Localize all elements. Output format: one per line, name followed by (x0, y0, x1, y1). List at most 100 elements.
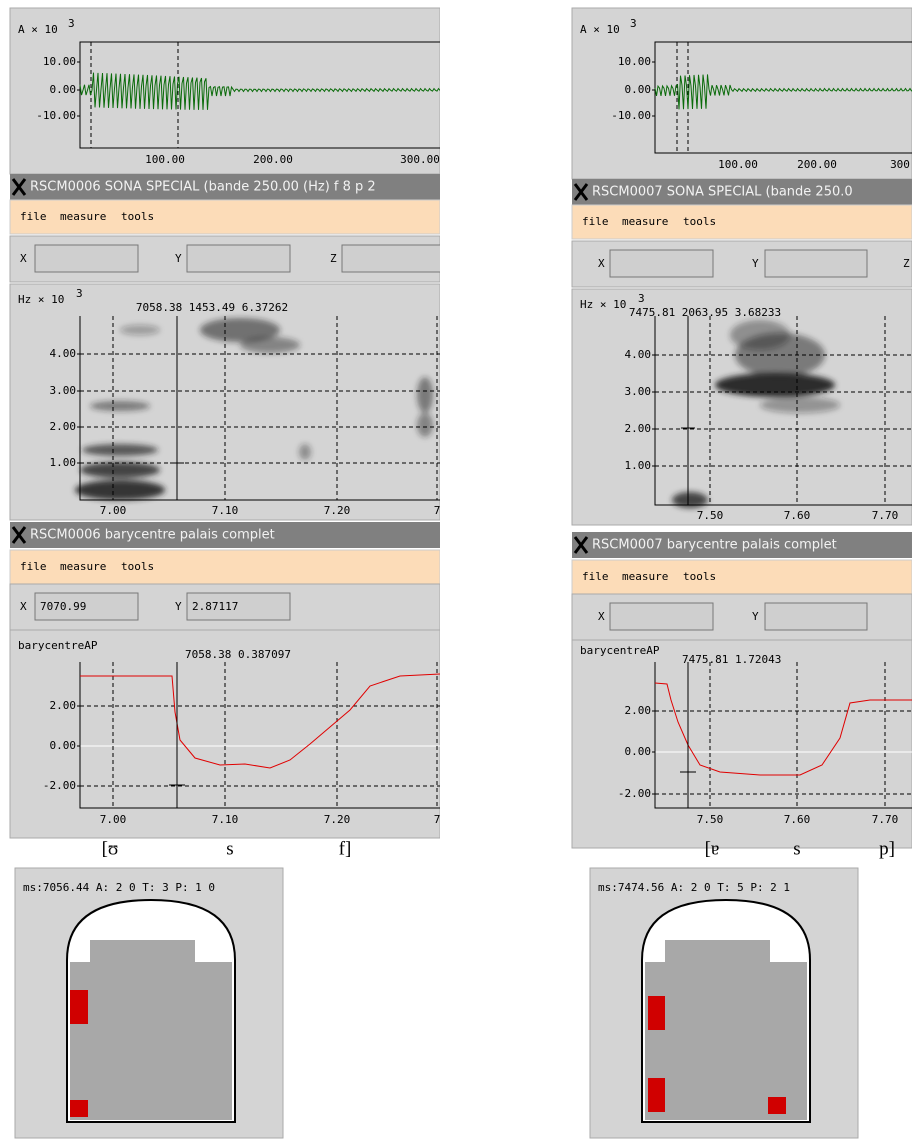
axis-exponent: 3 (68, 17, 75, 30)
y-tick-label: -2.00 (43, 779, 76, 792)
menu-item[interactable]: file (20, 210, 47, 223)
menu-item[interactable]: tools (121, 560, 154, 573)
y-tick-label: 2.00 (625, 704, 652, 717)
window-title: RSCM0006 barycentre palais complet (30, 528, 275, 543)
menu-item[interactable]: tools (683, 215, 716, 228)
energy (75, 480, 165, 500)
field-label: X (20, 252, 27, 265)
axis-label: Hz × 10 (580, 298, 626, 311)
energy (240, 337, 300, 353)
transcription: f] (339, 838, 352, 859)
cursor-readout: 7058.38 1453.49 6.37262 (136, 301, 288, 314)
x-tick-label: 200.00 (797, 158, 837, 171)
axis-label: barycentreAP (18, 639, 98, 652)
screenshot: A × 10 3 10.00 0.00 -10.00 100.00 200.00 300.00… (0, 0, 912, 1140)
y-tick-label: 2.00 (625, 422, 652, 435)
menu-item[interactable]: file (582, 215, 609, 228)
electrode-contact (648, 1078, 665, 1112)
x-tick-label: 7.70 (872, 509, 899, 522)
x-tick-label: 200.00 (253, 153, 293, 166)
field-label: Y (175, 600, 182, 613)
axis-exponent: 3 (76, 287, 83, 300)
transcription: s (793, 838, 800, 859)
electrode-contact (768, 1097, 786, 1114)
electrode-contact (70, 990, 88, 1024)
y-tick-label: 4.00 (625, 348, 652, 361)
field-label: Z (903, 257, 910, 270)
energy (417, 377, 433, 413)
y-tick-label: 1.00 (50, 456, 77, 469)
palate-contact-area (70, 940, 232, 1120)
input-box[interactable] (765, 603, 867, 630)
menu-item[interactable]: file (582, 570, 609, 583)
field-label: Z (330, 252, 337, 265)
menu-item[interactable]: measure (60, 560, 106, 573)
y-tick-label: 4.00 (50, 347, 77, 360)
input-box[interactable] (35, 245, 138, 272)
palate-status: ms:7474.56 A: 2 0 T: 5 P: 2 1 (598, 881, 790, 894)
x-tick-label: 7.00 (100, 504, 127, 517)
menu-item[interactable]: measure (622, 570, 668, 583)
x-tick-label: 7.00 (100, 813, 127, 826)
y-tick-label: 10.00 (43, 55, 76, 68)
x-tick-label: 7.10 (212, 813, 239, 826)
field-label: X (20, 600, 27, 613)
x-tick-label: 7.50 (697, 509, 724, 522)
energy (672, 492, 708, 508)
field-label: X (598, 610, 605, 623)
x-tick-label: 7.70 (872, 813, 899, 826)
input-box[interactable] (765, 250, 867, 277)
input-box[interactable] (610, 603, 713, 630)
menu-item[interactable]: measure (60, 210, 106, 223)
y-tick-label: 2.00 (50, 699, 77, 712)
x-tick-label: 100.00 (145, 153, 185, 166)
x-tick-label: 300 (890, 158, 910, 171)
y-tick-label: 0.00 (50, 739, 77, 752)
y-tick-label: 3.00 (625, 385, 652, 398)
x-tick-label: 7 (434, 813, 441, 826)
energy (120, 325, 160, 335)
window-title: RSCM0007 barycentre palais complet (592, 538, 837, 553)
x-tick-label: 7.60 (784, 813, 811, 826)
y-tick-label: 0.00 (50, 83, 77, 96)
energy (760, 397, 840, 413)
transcription: s (226, 838, 233, 859)
x-tick-label: 7 (434, 504, 441, 517)
field-label: X (598, 257, 605, 270)
axis-exponent: 3 (630, 17, 637, 30)
menu-item[interactable]: tools (683, 570, 716, 583)
input-box[interactable] (610, 250, 713, 277)
energy (417, 413, 433, 437)
axis-label: A × 10 (18, 23, 58, 36)
palate-status: ms:7056.44 A: 2 0 T: 3 P: 1 0 (23, 881, 215, 894)
input-box[interactable] (187, 245, 290, 272)
x-tick-label: 300.00 (400, 153, 440, 166)
energy (299, 444, 311, 460)
x-tick-label: 7.10 (212, 504, 239, 517)
y-tick-label: -10.00 (36, 109, 76, 122)
left-column: A × 10 3 10.00 0.00 -10.00 100.00 200.00 300.00… (10, 8, 460, 1138)
field-value: 7070.99 (40, 600, 86, 613)
electrode-contact (648, 996, 665, 1030)
y-tick-label: 2.00 (50, 420, 77, 433)
field-label: Y (752, 610, 759, 623)
input-box[interactable] (342, 245, 460, 272)
energy (80, 462, 160, 478)
x-tick-label: 7.20 (324, 504, 351, 517)
y-tick-label: -10.00 (611, 109, 651, 122)
field-label: Y (752, 257, 759, 270)
y-tick-label: -2.00 (618, 787, 651, 800)
window-title: RSCM0007 SONA SPECIAL (bande 250.0 (592, 185, 853, 200)
axis-label: barycentreAP (580, 644, 660, 657)
field-label: Y (175, 252, 182, 265)
menu-item[interactable]: measure (622, 215, 668, 228)
x-tick-label: 7.20 (324, 813, 351, 826)
cursor-readout: 7475.81 2063.95 3.68233 (629, 306, 781, 319)
menu-item[interactable]: file (20, 560, 47, 573)
menu-item[interactable]: tools (121, 210, 154, 223)
electrode-contact (70, 1100, 88, 1117)
y-tick-label: 0.00 (625, 83, 652, 96)
cursor-readout: 7475.81 1.72043 (682, 653, 781, 666)
window-title: RSCM0006 SONA SPECIAL (bande 250.00 (Hz)… (30, 180, 376, 195)
